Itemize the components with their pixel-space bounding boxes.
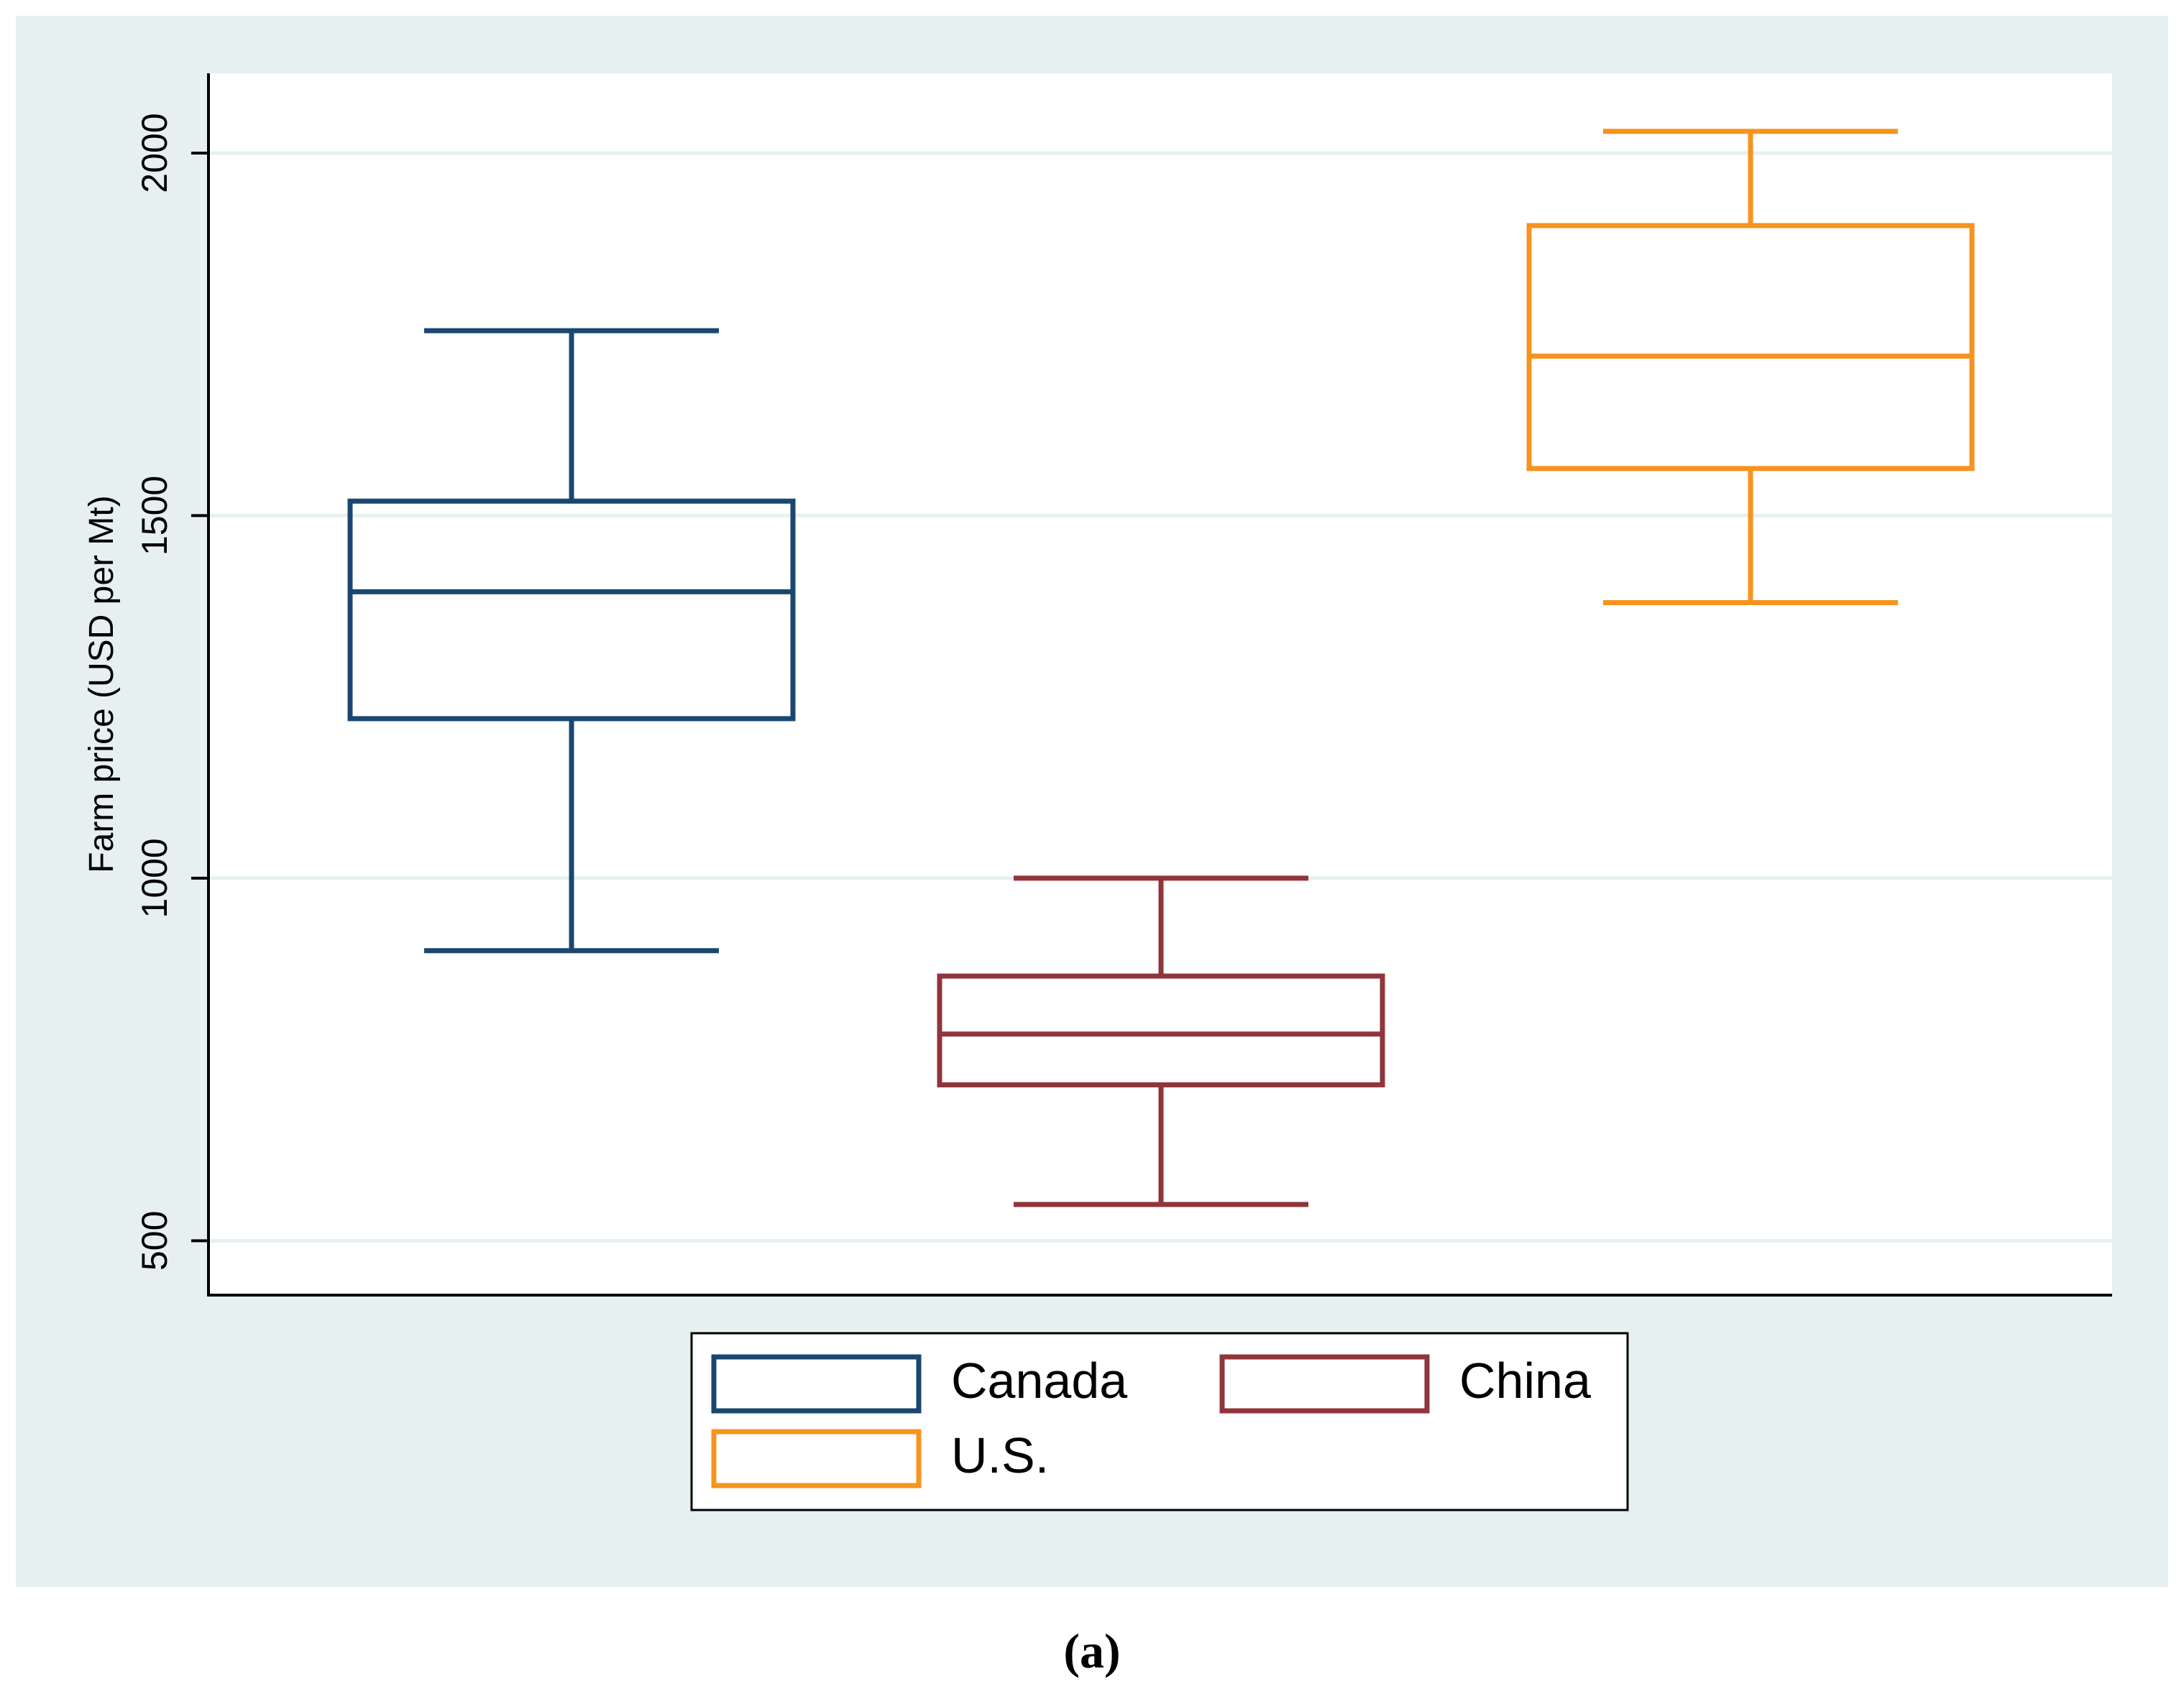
boxes bbox=[347, 129, 1975, 1207]
y-tick-label: 1500 bbox=[134, 476, 175, 556]
iqr-box bbox=[937, 973, 1385, 1087]
legend-swatch bbox=[711, 1429, 922, 1488]
y-tick-label: 2000 bbox=[134, 113, 175, 193]
legend-swatch bbox=[1219, 1354, 1430, 1414]
iqr-box bbox=[1526, 223, 1975, 471]
legend: Canada China U.S. bbox=[690, 1332, 1629, 1511]
y-tick-label: 500 bbox=[134, 1211, 175, 1271]
legend-swatch bbox=[711, 1354, 922, 1414]
iqr-box bbox=[347, 498, 796, 722]
y-axis-ticks: 500 1000 1500 2000 bbox=[134, 113, 208, 1271]
panel-label: (a) bbox=[1063, 1624, 1120, 1678]
box-china bbox=[937, 875, 1385, 1207]
legend-label: China bbox=[1459, 1353, 1591, 1409]
y-axis-label: Farm price (USD per Mt) bbox=[83, 495, 121, 873]
box-canada bbox=[347, 328, 796, 954]
gridlines bbox=[208, 151, 2112, 1243]
y-tick-label: 1000 bbox=[134, 838, 175, 918]
legend-label: U.S. bbox=[951, 1427, 1049, 1483]
box-us bbox=[1526, 129, 1975, 605]
legend-label: Canada bbox=[951, 1353, 1127, 1409]
